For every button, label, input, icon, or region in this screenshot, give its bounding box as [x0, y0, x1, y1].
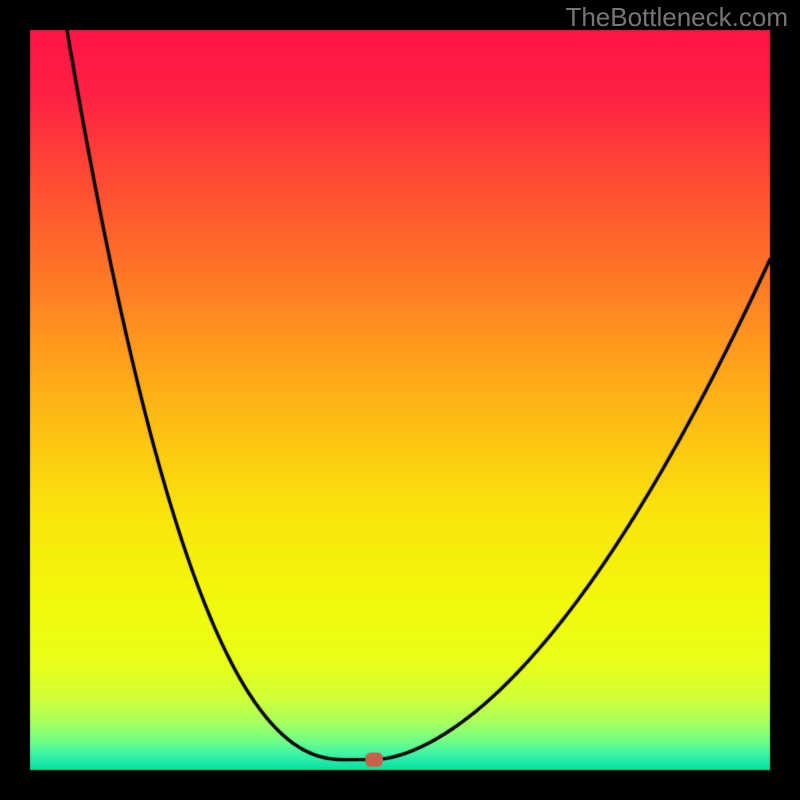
chart-stage: TheBottleneck.com	[0, 0, 800, 800]
watermark-text: TheBottleneck.com	[565, 2, 788, 33]
bottleneck-chart-canvas	[0, 0, 800, 800]
